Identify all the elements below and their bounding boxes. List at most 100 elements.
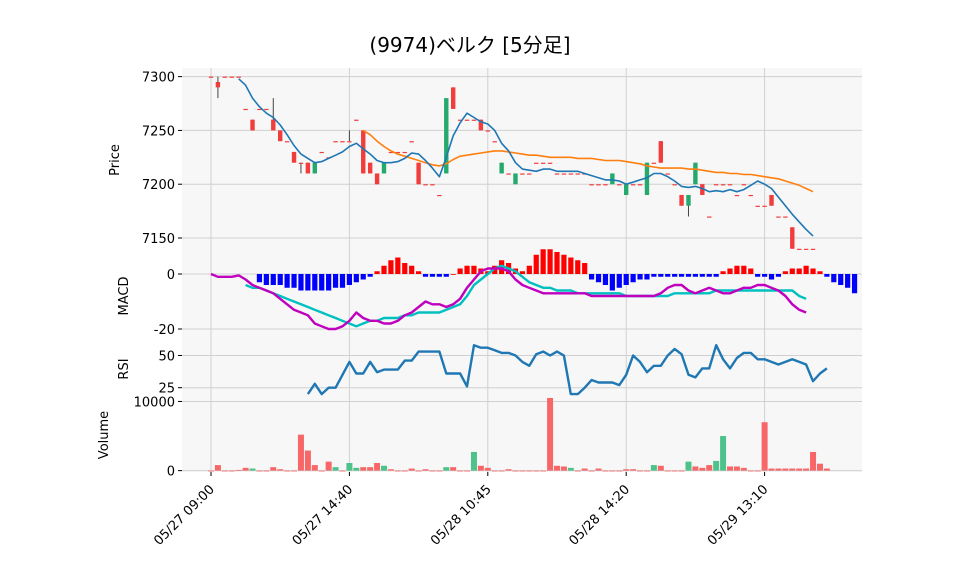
- candle-body: [305, 162, 311, 174]
- x-tick-label: 05/29 13:10: [705, 482, 772, 549]
- candle-body: [347, 141, 352, 143]
- macd-histogram-bar: [256, 274, 263, 283]
- candle-body: [603, 184, 608, 186]
- volume-bar: [401, 470, 408, 472]
- candle-body: [208, 76, 214, 78]
- volume-bar: [692, 466, 699, 471]
- candle-body: [333, 141, 338, 143]
- volume-bar: [381, 465, 387, 471]
- macd-histogram-bar: [685, 274, 692, 277]
- candle-body: [312, 162, 317, 174]
- price-y-tick-label: 7150: [142, 232, 175, 247]
- volume-bar: [221, 470, 228, 472]
- macd-histogram-bar: [595, 274, 602, 283]
- macd-histogram-bar: [499, 260, 505, 274]
- candle-body: [367, 162, 373, 174]
- macd-histogram-bar: [533, 254, 539, 274]
- macd-histogram-bar: [582, 263, 588, 274]
- volume-bar: [415, 470, 422, 472]
- volume-bar: [367, 467, 374, 471]
- volume-bar: [297, 434, 304, 471]
- volume-bar: [235, 469, 242, 471]
- candle-body: [748, 194, 753, 197]
- candle-body: [471, 119, 477, 121]
- volume-bar: [789, 468, 796, 471]
- candle-body: [444, 98, 449, 174]
- candle-body: [624, 184, 629, 195]
- candle-body: [693, 162, 698, 185]
- candle-body: [790, 227, 795, 249]
- macd-histogram-bar: [554, 252, 560, 274]
- volume-bar: [484, 467, 491, 471]
- volume-bar: [422, 469, 429, 471]
- volume-bar: [733, 466, 740, 471]
- macd-histogram-bar: [277, 274, 283, 285]
- macd-panel-background: [182, 252, 862, 340]
- volume-y-tick-label: 10000: [134, 395, 175, 410]
- candle-body: [361, 130, 366, 174]
- macd-histogram-bar: [429, 274, 436, 277]
- rsi-axis-label: RSI: [117, 358, 132, 379]
- volume-bar: [581, 468, 588, 471]
- macd-histogram-bar: [672, 274, 678, 277]
- candle-body: [278, 130, 283, 142]
- macd-histogram-bar: [367, 274, 373, 277]
- macd-histogram-bar: [658, 274, 664, 277]
- volume-bar: [588, 470, 595, 472]
- candle-body: [298, 162, 304, 164]
- rsi-line: [306, 344, 828, 396]
- candle-body: [520, 173, 525, 175]
- candle-body: [464, 119, 470, 121]
- candle-body: [596, 184, 601, 186]
- candle-body: [658, 141, 663, 163]
- volume-bar: [699, 467, 706, 471]
- volume-bar: [713, 460, 720, 471]
- volume-bar: [803, 468, 810, 471]
- x-tick-label: 05/27 09:00: [151, 482, 218, 549]
- macd-histogram-bar: [755, 274, 761, 277]
- series-layer: [208, 76, 858, 472]
- candle-body: [437, 194, 442, 197]
- candle-body: [534, 162, 539, 164]
- macd-histogram-bar: [312, 274, 318, 291]
- volume-bar: [477, 465, 484, 471]
- volume-bar: [540, 470, 547, 472]
- macd-line: [210, 267, 807, 331]
- macd-signal-line: [245, 264, 807, 328]
- macd-histogram-bar: [824, 274, 830, 277]
- macd-histogram-bar: [381, 265, 387, 274]
- candle-body: [402, 151, 407, 154]
- candle-body: [589, 184, 594, 186]
- volume-bar: [609, 470, 616, 472]
- price-y-tick-label: 7300: [142, 71, 175, 86]
- candle-body: [423, 184, 428, 186]
- candle-body: [388, 151, 394, 154]
- candle-body: [416, 162, 421, 185]
- volume-bar: [554, 465, 560, 471]
- volume-bar: [242, 467, 249, 471]
- volume-bar: [214, 465, 221, 471]
- macd-histogram-bar: [609, 274, 615, 291]
- macd-histogram-bar: [748, 268, 754, 274]
- macd-histogram-bar: [395, 257, 401, 274]
- macd-histogram-bar: [346, 274, 352, 285]
- macd-histogram-bar: [782, 271, 788, 274]
- macd-histogram-bar: [589, 274, 595, 280]
- volume-bar: [332, 467, 339, 471]
- macd-histogram-bar: [519, 271, 525, 274]
- volume-bar: [602, 470, 609, 472]
- volume-bar: [256, 470, 263, 472]
- volume-bar: [623, 469, 630, 471]
- candle-body: [651, 162, 657, 164]
- volume-bar: [796, 468, 803, 471]
- macd-histogram-bar: [803, 265, 809, 274]
- macd-histogram-bar: [568, 257, 574, 274]
- rsi-y-tick-label: 25: [158, 382, 175, 397]
- candle-body: [720, 184, 726, 186]
- candle-body: [451, 87, 456, 109]
- candle-body: [755, 205, 760, 207]
- candle-body: [610, 173, 615, 185]
- macd-histogram-bar: [810, 268, 816, 274]
- macd-histogram-bar: [471, 265, 477, 274]
